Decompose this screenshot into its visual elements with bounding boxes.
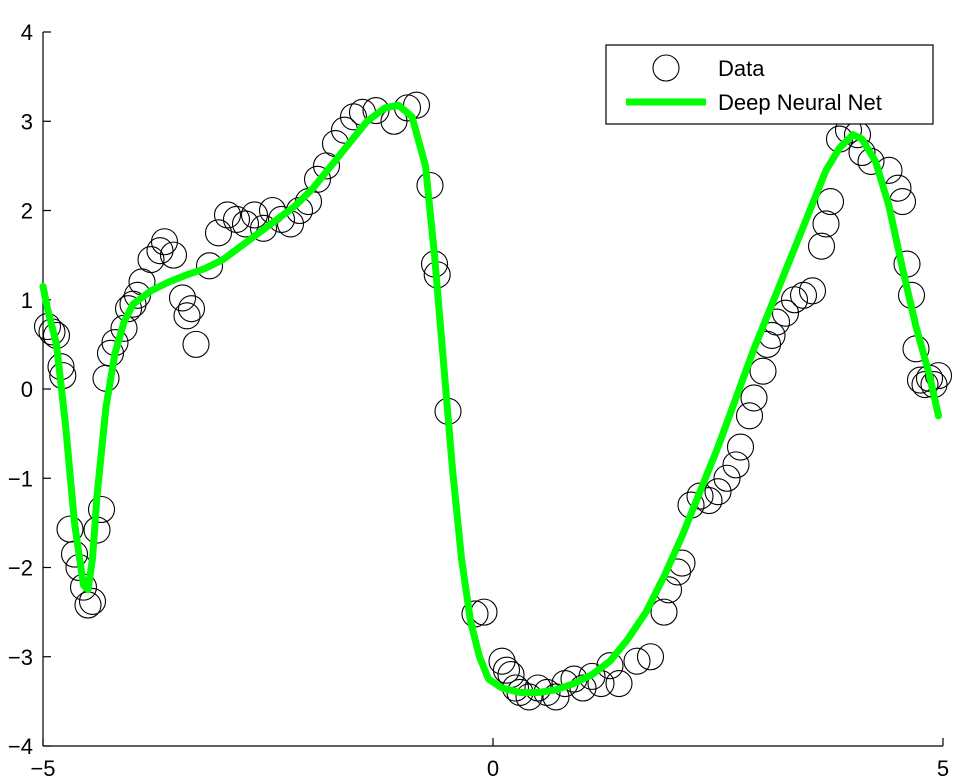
y-tick-label: 1 bbox=[21, 288, 33, 313]
legend-marker-data bbox=[652, 54, 680, 82]
data-point bbox=[578, 662, 606, 690]
x-tick-label: 0 bbox=[487, 756, 499, 781]
data-point bbox=[182, 330, 210, 358]
data-point bbox=[780, 286, 809, 314]
data-point bbox=[488, 647, 516, 675]
data-point bbox=[771, 299, 800, 327]
x-tick-label: −5 bbox=[30, 756, 55, 781]
data-point bbox=[798, 277, 827, 305]
data-point bbox=[812, 210, 840, 238]
x-tick-label: 5 bbox=[937, 756, 949, 781]
data-point bbox=[596, 652, 624, 680]
data-point bbox=[303, 165, 332, 193]
data-point bbox=[636, 643, 665, 671]
data-point bbox=[924, 362, 953, 390]
data-point bbox=[222, 205, 251, 233]
data-point bbox=[492, 656, 521, 684]
data-point bbox=[722, 451, 750, 479]
data-point bbox=[470, 598, 498, 626]
fit-line-series bbox=[39, 101, 942, 696]
data-point bbox=[195, 252, 224, 280]
data-point bbox=[605, 669, 633, 698]
y-tick-label: 2 bbox=[21, 199, 33, 224]
y-tick-label: −1 bbox=[8, 466, 33, 491]
data-point bbox=[713, 464, 741, 492]
y-tick-label: −2 bbox=[8, 556, 33, 581]
data-point bbox=[213, 201, 242, 229]
data-point bbox=[704, 478, 732, 506]
data-point bbox=[542, 683, 570, 711]
legend-box bbox=[605, 44, 934, 125]
data-point bbox=[339, 103, 368, 131]
legend-label-fit: Deep Neural Net bbox=[718, 90, 882, 115]
data-point bbox=[150, 228, 179, 256]
data-point bbox=[249, 214, 278, 242]
scatter-series bbox=[33, 91, 953, 711]
legend: Data Deep Neural Net bbox=[605, 44, 934, 125]
chart-axes bbox=[42, 31, 944, 747]
data-point bbox=[515, 683, 543, 711]
y-tick-label: −3 bbox=[8, 645, 33, 670]
data-point bbox=[137, 246, 165, 274]
data-point bbox=[726, 433, 755, 461]
data-point bbox=[740, 384, 768, 412]
data-point bbox=[177, 295, 206, 323]
data-point bbox=[231, 210, 260, 238]
data-point bbox=[240, 201, 269, 229]
y-tick-label: 4 bbox=[21, 20, 33, 45]
y-tick-label: 0 bbox=[21, 377, 33, 402]
data-point bbox=[146, 237, 174, 265]
data-point bbox=[735, 402, 764, 430]
data-point bbox=[749, 357, 777, 385]
data-point bbox=[114, 295, 143, 323]
data-point bbox=[173, 302, 201, 330]
data-point bbox=[650, 598, 678, 626]
data-point bbox=[78, 587, 107, 615]
data-point bbox=[168, 284, 197, 312]
data-point bbox=[267, 205, 296, 233]
data-point bbox=[816, 188, 845, 216]
fit-line bbox=[39, 101, 942, 696]
data-point bbox=[87, 495, 116, 524]
data-point bbox=[789, 281, 818, 309]
legend-label-data: Data bbox=[718, 56, 765, 81]
data-point bbox=[204, 219, 233, 247]
data-point bbox=[807, 232, 836, 260]
tick-labels: 4 3 2 1 0 −1 −2 −3 −4−5 0 5 bbox=[8, 20, 949, 781]
y-tick-label: −4 bbox=[8, 734, 33, 759]
data-point bbox=[623, 647, 651, 675]
data-point bbox=[159, 241, 188, 269]
y-tick-label: 3 bbox=[21, 109, 33, 134]
